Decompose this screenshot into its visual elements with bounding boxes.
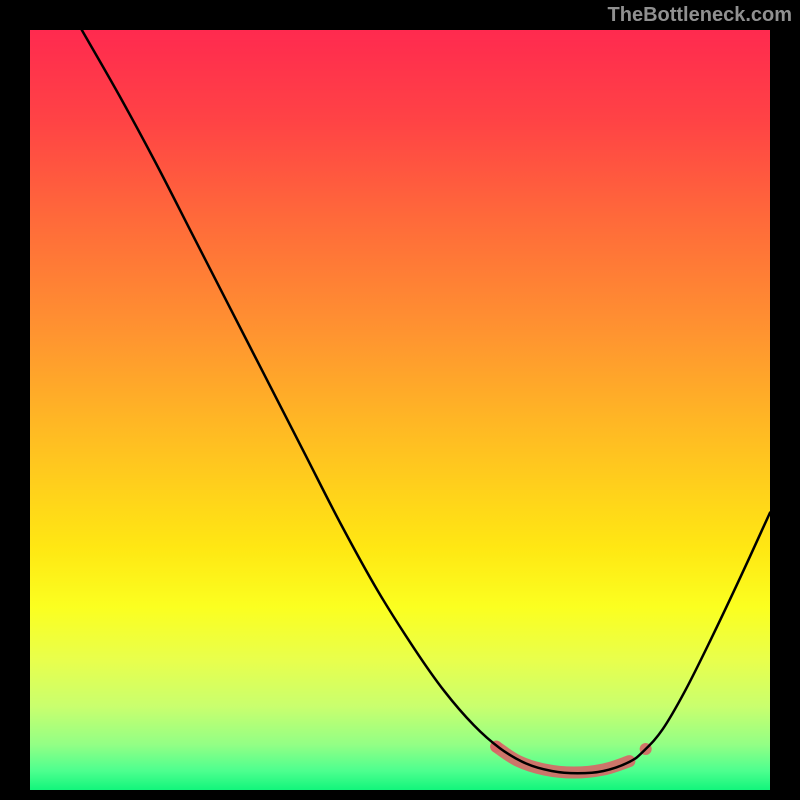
gradient-background [30,30,770,790]
watermark-text: TheBottleneck.com [608,4,792,27]
bottleneck-chart [0,0,800,800]
